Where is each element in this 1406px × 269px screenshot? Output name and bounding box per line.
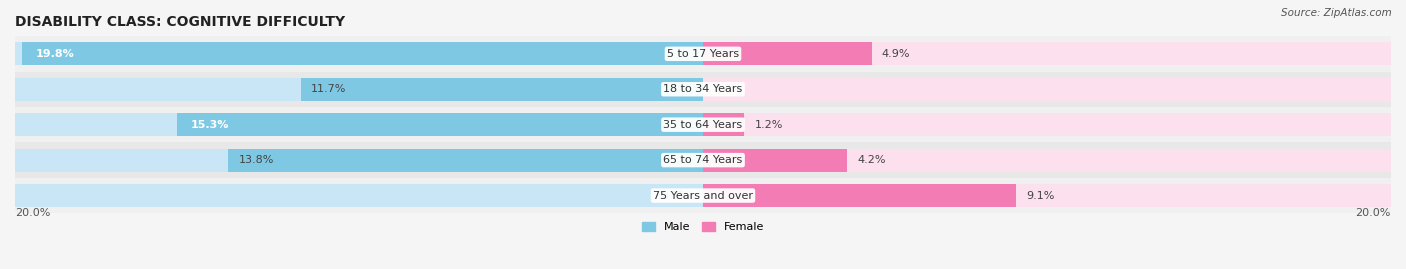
Bar	[15, 107, 1391, 142]
Bar	[703, 184, 1391, 207]
Bar	[15, 42, 703, 65]
Text: 1.2%: 1.2%	[755, 120, 783, 130]
Bar	[703, 113, 744, 136]
Bar	[703, 42, 1391, 65]
Text: 4.2%: 4.2%	[858, 155, 886, 165]
Text: DISABILITY CLASS: COGNITIVE DIFFICULTY: DISABILITY CLASS: COGNITIVE DIFFICULTY	[15, 15, 344, 29]
Bar	[703, 148, 1391, 172]
Text: 65 to 74 Years: 65 to 74 Years	[664, 155, 742, 165]
Legend: Male, Female: Male, Female	[637, 217, 769, 237]
Bar	[301, 78, 703, 101]
Text: 35 to 64 Years: 35 to 64 Years	[664, 120, 742, 130]
Text: 5 to 17 Years: 5 to 17 Years	[666, 49, 740, 59]
Text: 9.1%: 9.1%	[1026, 190, 1054, 201]
Bar	[15, 184, 703, 207]
Bar	[15, 113, 703, 136]
Text: 19.8%: 19.8%	[35, 49, 75, 59]
Bar	[22, 42, 703, 65]
Text: 15.3%: 15.3%	[190, 120, 229, 130]
Text: 0.0%: 0.0%	[713, 84, 741, 94]
Text: 13.8%: 13.8%	[239, 155, 274, 165]
Bar	[703, 42, 872, 65]
Bar	[703, 184, 1017, 207]
Text: 4.9%: 4.9%	[882, 49, 910, 59]
Text: Source: ZipAtlas.com: Source: ZipAtlas.com	[1281, 8, 1392, 18]
Bar	[15, 72, 1391, 107]
Bar	[15, 78, 703, 101]
Text: 18 to 34 Years: 18 to 34 Years	[664, 84, 742, 94]
Text: 20.0%: 20.0%	[1355, 208, 1391, 218]
Bar	[15, 36, 1391, 72]
Bar	[15, 148, 703, 172]
Text: 0.0%: 0.0%	[661, 190, 689, 201]
Bar	[15, 142, 1391, 178]
Bar	[703, 148, 848, 172]
Bar	[703, 113, 1391, 136]
Text: 75 Years and over: 75 Years and over	[652, 190, 754, 201]
Bar	[703, 78, 1391, 101]
Bar	[177, 113, 703, 136]
Text: 11.7%: 11.7%	[311, 84, 346, 94]
Bar	[228, 148, 703, 172]
Text: 20.0%: 20.0%	[15, 208, 51, 218]
Bar	[15, 178, 1391, 213]
